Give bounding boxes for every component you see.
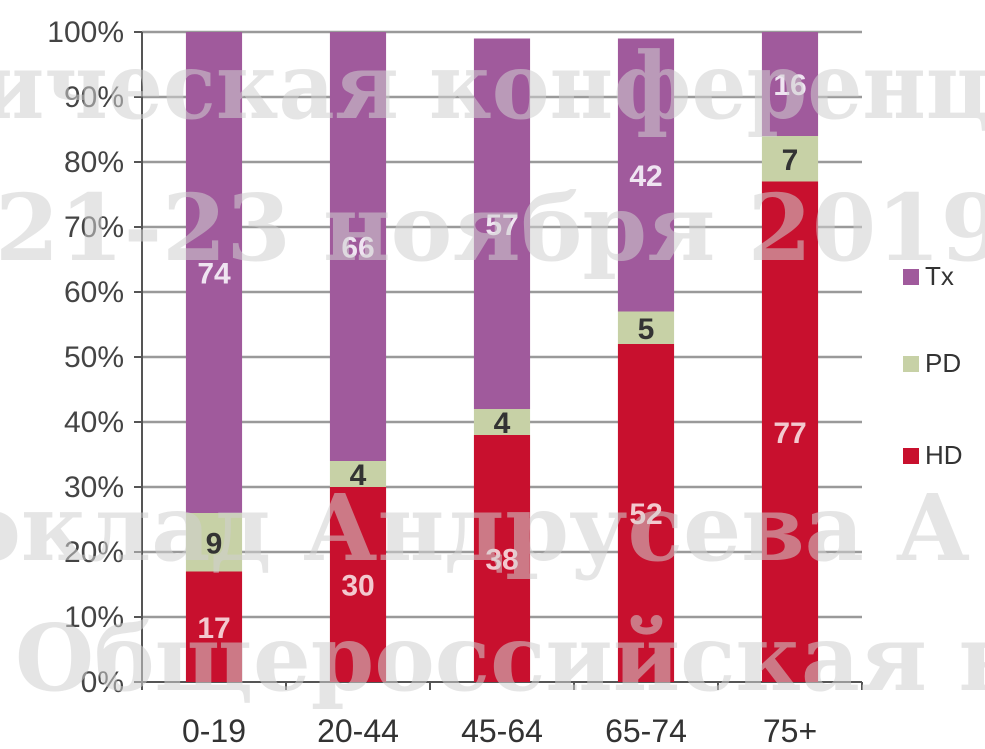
data-label: 30 <box>341 570 374 603</box>
data-label: 16 <box>773 69 806 102</box>
legend: Tx PD HD <box>903 261 963 470</box>
data-label: 52 <box>629 498 662 531</box>
y-tick-label: 30% <box>64 471 124 504</box>
x-category-label: 0-19 <box>182 713 246 749</box>
y-tick-label: 50% <box>64 341 124 374</box>
legend-label: PD <box>925 348 961 378</box>
bar-hd-20-44 <box>329 487 387 682</box>
bar-pd-0-19 <box>185 513 243 572</box>
legend-label: HD <box>925 440 963 470</box>
watermark-text: 21-23 ноября 2019 <box>0 174 985 282</box>
bar-tx-45-64 <box>473 38 531 409</box>
bar-tx-20-44 <box>329 32 387 461</box>
bar-hd-65-74 <box>617 344 675 682</box>
watermark-text: ическая конференц <box>0 32 985 140</box>
legend-swatch-tx <box>903 269 919 285</box>
data-label: 66 <box>341 232 374 265</box>
bar-tx-0-19 <box>185 32 243 513</box>
y-tick-label: 0% <box>81 666 124 699</box>
data-label: 5 <box>638 313 655 346</box>
data-label: 9 <box>206 527 223 560</box>
x-category-label: 75+ <box>763 713 817 749</box>
y-tick-label: 10% <box>64 601 124 634</box>
bar-tx-75+ <box>761 32 819 136</box>
data-label: 4 <box>494 407 511 440</box>
watermark-text: оклад Андрусева А <box>0 474 970 582</box>
data-label: 4 <box>350 459 367 492</box>
y-tick-label: 70% <box>64 211 124 244</box>
data-label: 77 <box>773 417 806 450</box>
x-category-label: 45-64 <box>461 713 543 749</box>
data-label: 57 <box>485 209 518 242</box>
bar-pd-20-44 <box>329 461 387 487</box>
data-label: 74 <box>197 258 231 291</box>
data-label: 7 <box>782 144 799 177</box>
watermark-text: Общероссийская н <box>15 604 985 712</box>
y-tick-label: 40% <box>64 406 124 439</box>
x-category-label: 65-74 <box>605 713 687 749</box>
y-tick-labels: 0% 10% 20% 30% 40% 50% 60% 70% 80% 90% 100% <box>47 16 124 699</box>
bar-pd-75+ <box>761 136 819 182</box>
bar-tx-65-74 <box>617 38 675 312</box>
bar-hd-75+ <box>761 181 819 682</box>
axes <box>134 31 863 690</box>
x-category-labels: 0-19 20-44 45-64 65-74 75+ <box>182 713 817 749</box>
legend-swatch-pd <box>903 356 919 372</box>
y-tick-label: 80% <box>64 146 124 179</box>
data-label: 38 <box>485 544 518 577</box>
y-tick-label: 60% <box>64 276 124 309</box>
watermark: ическая конференц 21-23 ноября 2019 оклад … <box>0 32 985 712</box>
x-category-label: 20-44 <box>317 713 399 749</box>
y-tick-label: 20% <box>64 536 124 569</box>
data-label: 17 <box>197 612 230 645</box>
legend-swatch-hd <box>903 448 919 464</box>
bar-hd-45-64 <box>473 435 531 682</box>
bar-hd-0-19 <box>185 571 243 682</box>
bar-pd-45-64 <box>473 409 531 435</box>
y-tick-label: 90% <box>64 81 124 114</box>
legend-label: Tx <box>925 261 954 291</box>
bar-pd-65-74 <box>617 311 675 344</box>
y-tick-label: 100% <box>47 16 124 49</box>
data-label: 42 <box>629 160 662 193</box>
